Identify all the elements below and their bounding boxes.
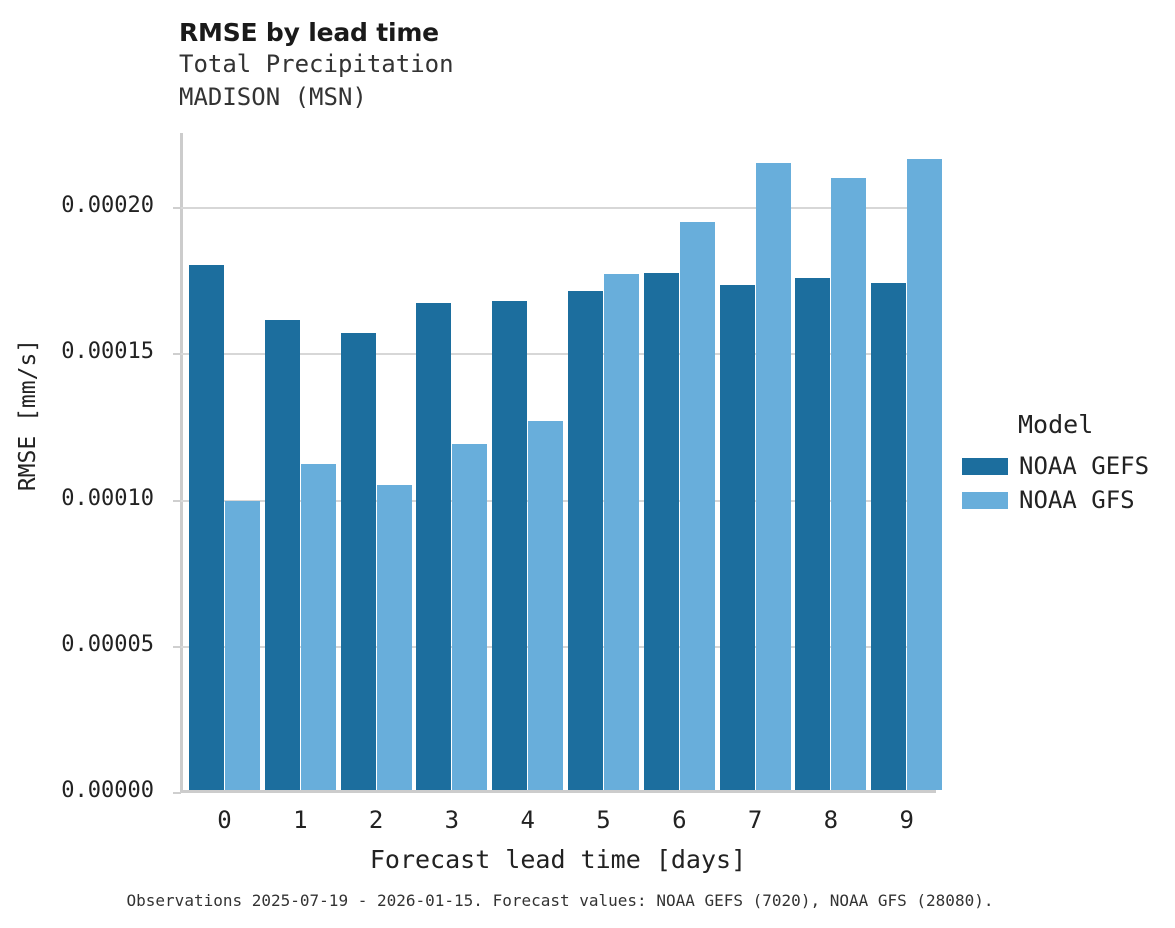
y-axis-tick-label: 0.00020 <box>61 193 154 218</box>
chart-subtitle-station: MADISON (MSN) <box>179 83 367 111</box>
x-axis-spine <box>180 790 936 793</box>
chart-subtitle-variable: Total Precipitation <box>179 50 454 78</box>
legend-item[interactable]: NOAA GEFS <box>962 451 1149 481</box>
legend-swatch-icon <box>962 457 1008 475</box>
y-axis-tick-label: 0.00015 <box>61 339 154 365</box>
legend-item-label: NOAA GFS <box>1019 486 1135 514</box>
x-axis-tick-label: 2 <box>368 806 384 834</box>
bar-gfs-lead-7[interactable] <box>755 162 791 790</box>
y-axis-tick-label: 0.00005 <box>61 631 154 657</box>
x-axis-tick-label: 5 <box>596 806 611 834</box>
legend-item-label: NOAA GEFS <box>1019 452 1150 480</box>
x-axis-tick-label: 1 <box>293 806 308 834</box>
x-axis-tick-label: 0 <box>217 806 232 834</box>
legend-item[interactable]: NOAA GFS <box>962 485 1149 515</box>
x-axis-tick-label: 4 <box>520 806 535 834</box>
x-axis-tick-label: 9 <box>899 806 914 834</box>
bar-gfs-lead-5[interactable] <box>604 273 639 790</box>
x-axis-tick-label: 3 <box>444 806 460 834</box>
bar-gfs-lead-0[interactable] <box>225 500 260 790</box>
bar-gefs-lead-7[interactable] <box>719 284 755 790</box>
y-axis-tick-labels: 0.00000 0.00005 0.00010 0.00015 0.00020 <box>0 133 172 803</box>
bar-gfs-lead-2[interactable] <box>376 484 412 790</box>
y-axis-tick <box>173 499 181 502</box>
x-axis-tick-label: 7 <box>747 806 763 834</box>
x-axis-title: Forecast lead time [days] <box>369 845 747 874</box>
gridline <box>180 353 936 356</box>
gridline <box>180 207 936 209</box>
legend: Model NOAA GEFS NOAA GFS <box>962 410 1149 519</box>
y-axis-tick-label: 0.00010 <box>61 485 154 511</box>
footer-note: Observations 2025-07-19 - 2026-01-15. Fo… <box>126 891 994 910</box>
y-axis-title: RMSE [mm/s] <box>15 338 41 492</box>
page-title: RMSE by lead time <box>179 18 439 47</box>
bar-gefs-lead-0[interactable] <box>189 264 224 790</box>
bar-gfs-lead-9[interactable] <box>907 158 943 790</box>
bar-gefs-lead-3[interactable] <box>416 302 452 790</box>
legend-swatch-icon <box>962 491 1008 509</box>
plot-area <box>173 133 943 794</box>
x-axis-tick-label: 8 <box>823 806 839 834</box>
y-axis-spine <box>180 133 183 793</box>
bar-gefs-lead-5[interactable] <box>568 291 603 790</box>
bar-gefs-lead-6[interactable] <box>643 273 679 790</box>
bar-gfs-lead-3[interactable] <box>452 443 488 790</box>
bar-gefs-lead-2[interactable] <box>340 332 376 790</box>
x-axis-tick-label: 6 <box>672 806 687 834</box>
y-axis-tick <box>173 353 181 356</box>
bar-gefs-lead-9[interactable] <box>871 283 907 790</box>
legend-title: Model <box>1018 410 1094 439</box>
bar-gefs-lead-4[interactable] <box>492 301 528 790</box>
bar-gfs-lead-1[interactable] <box>300 463 336 790</box>
bar-gfs-lead-6[interactable] <box>679 221 715 790</box>
bar-gefs-lead-8[interactable] <box>795 278 831 790</box>
y-axis-tick <box>173 792 181 794</box>
y-axis-tick <box>173 207 181 209</box>
bar-gfs-lead-8[interactable] <box>831 178 867 790</box>
bar-gfs-lead-4[interactable] <box>528 420 564 790</box>
bar-gefs-lead-1[interactable] <box>264 320 300 790</box>
y-axis-tick-label: 0.00000 <box>61 778 154 803</box>
y-axis-tick <box>173 645 181 648</box>
